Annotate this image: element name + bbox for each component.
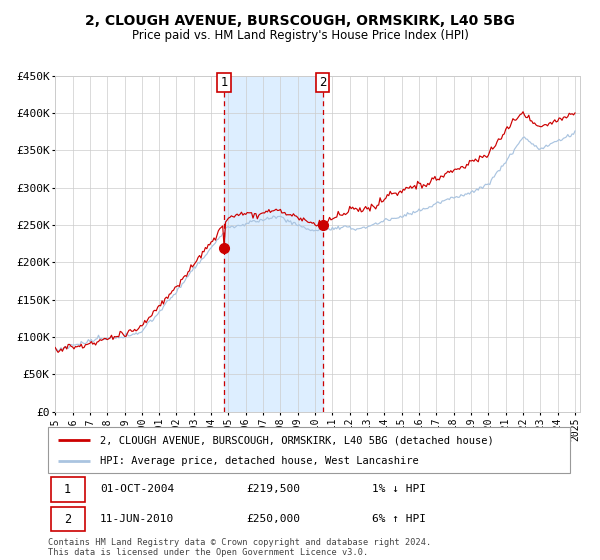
Text: 2: 2 bbox=[64, 512, 71, 526]
Text: HPI: Average price, detached house, West Lancashire: HPI: Average price, detached house, West… bbox=[100, 456, 419, 466]
Text: 01-OCT-2004: 01-OCT-2004 bbox=[100, 484, 175, 494]
FancyBboxPatch shape bbox=[50, 507, 85, 531]
Text: 2: 2 bbox=[319, 76, 326, 88]
Text: 1: 1 bbox=[220, 76, 228, 88]
Text: 2, CLOUGH AVENUE, BURSCOUGH, ORMSKIRK, L40 5BG: 2, CLOUGH AVENUE, BURSCOUGH, ORMSKIRK, L… bbox=[85, 14, 515, 28]
Text: 2, CLOUGH AVENUE, BURSCOUGH, ORMSKIRK, L40 5BG (detached house): 2, CLOUGH AVENUE, BURSCOUGH, ORMSKIRK, L… bbox=[100, 435, 494, 445]
Text: £219,500: £219,500 bbox=[247, 484, 301, 494]
Text: Price paid vs. HM Land Registry's House Price Index (HPI): Price paid vs. HM Land Registry's House … bbox=[131, 29, 469, 42]
Bar bbox=[224, 76, 323, 412]
Text: 6% ↑ HPI: 6% ↑ HPI bbox=[371, 514, 425, 524]
FancyBboxPatch shape bbox=[50, 477, 85, 502]
Text: 11-JUN-2010: 11-JUN-2010 bbox=[100, 514, 175, 524]
FancyBboxPatch shape bbox=[48, 427, 570, 473]
Text: £250,000: £250,000 bbox=[247, 514, 301, 524]
Text: 1: 1 bbox=[64, 483, 71, 496]
Text: Contains HM Land Registry data © Crown copyright and database right 2024.
This d: Contains HM Land Registry data © Crown c… bbox=[48, 538, 431, 557]
Text: 1% ↓ HPI: 1% ↓ HPI bbox=[371, 484, 425, 494]
